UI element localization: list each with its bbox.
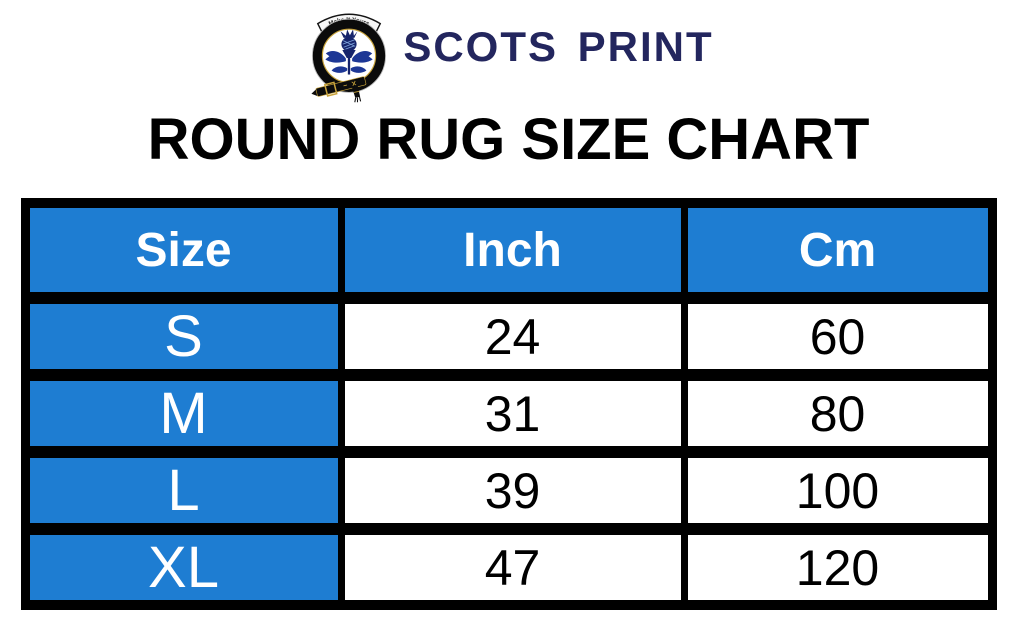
cm-cell-m: 80	[687, 381, 988, 446]
size-chart-table: Size Inch Cm S 24 60 M 31 80 L 39 100 XL…	[20, 198, 997, 610]
column-header-size: Size	[29, 208, 338, 292]
scots-print-crest-logo: Make It Yours	[311, 13, 387, 103]
column-header-cm: Cm	[687, 208, 988, 292]
brand-name: SCOTS PRINT	[403, 23, 714, 70]
belt-buckle-icon	[311, 76, 367, 97]
size-cell-l: L	[29, 458, 338, 523]
inch-cell-l: 39	[344, 458, 681, 523]
inch-cell-s: 24	[344, 304, 681, 369]
size-cell-xl: XL	[29, 535, 338, 600]
inch-cell-xl: 47	[344, 535, 681, 600]
brand-header: Make It Yours	[0, 8, 1017, 103]
cm-cell-s: 60	[687, 304, 988, 369]
thistle-icon	[325, 29, 373, 75]
size-cell-m: M	[29, 381, 338, 446]
column-header-inch: Inch	[344, 208, 681, 292]
cm-cell-l: 100	[687, 458, 988, 523]
page-title: ROUND RUG SIZE CHART	[147, 107, 870, 172]
size-cell-s: S	[29, 304, 338, 369]
cm-cell-xl: 120	[687, 535, 988, 600]
strap-tail-icon	[351, 84, 362, 103]
inch-cell-m: 31	[344, 381, 681, 446]
